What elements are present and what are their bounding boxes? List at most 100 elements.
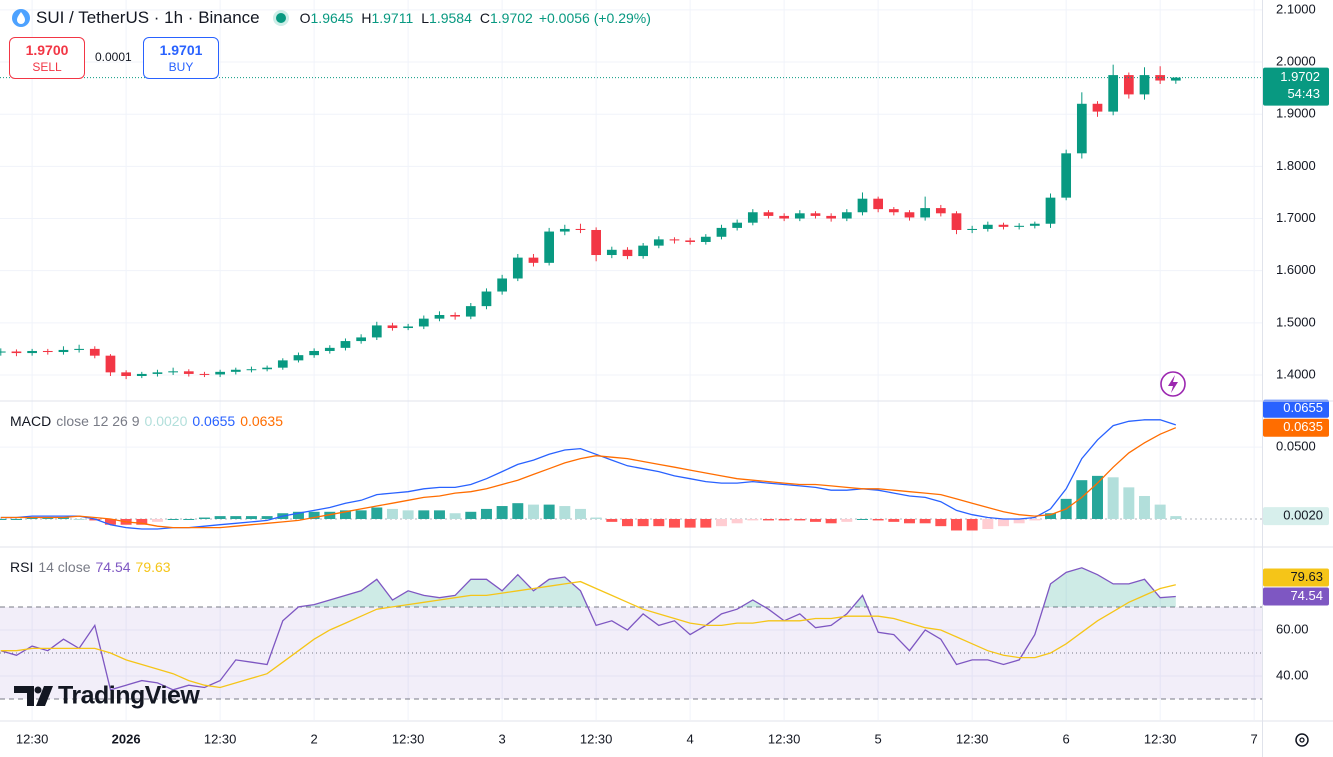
histogram-bar	[136, 518, 148, 525]
candle-body	[1076, 103, 1087, 154]
candle-body	[1029, 223, 1040, 226]
candle-body	[653, 239, 664, 246]
histogram-bar	[543, 504, 555, 519]
x-tick-label: 6	[1063, 731, 1070, 746]
alert-icon[interactable]	[1160, 371, 1186, 397]
histogram-bar	[230, 516, 242, 519]
candle-body	[481, 291, 492, 307]
market-status[interactable]	[275, 13, 286, 23]
candle-body	[1061, 153, 1072, 198]
candle-body	[841, 212, 852, 219]
candle-body	[951, 213, 962, 230]
ohlc-key: L	[421, 10, 430, 26]
candle-body	[199, 373, 210, 375]
y-tick-label: 40.00	[1276, 667, 1309, 682]
x-tick-label: 2	[311, 731, 318, 746]
x-tick-label: 12:30	[956, 731, 989, 746]
x-tick-label: 7	[1251, 731, 1258, 746]
histogram-bar	[292, 511, 304, 519]
histogram-bar	[574, 508, 586, 519]
candle-body	[1108, 75, 1119, 112]
candle-body	[575, 228, 586, 230]
candle-body	[168, 371, 178, 373]
countdown: 54:43	[1287, 86, 1320, 101]
candle-body	[1092, 103, 1103, 112]
last-price: 1.9702	[1280, 69, 1320, 84]
x-tick-label: 12:30	[1144, 731, 1177, 746]
histogram-bar	[104, 518, 116, 525]
candle-body	[700, 236, 711, 242]
candle-body	[293, 355, 304, 361]
candle-body	[89, 348, 100, 356]
histogram-bar	[700, 518, 712, 528]
y-tick-label: 1.6000	[1276, 262, 1316, 277]
candle-body	[716, 227, 727, 237]
rsi-tag: 79.63	[1290, 569, 1323, 584]
histogram-bar	[1045, 513, 1056, 519]
watermark: TradingView	[58, 682, 200, 710]
candle-body	[982, 224, 993, 229]
histogram-bar	[371, 507, 383, 519]
sell-button[interactable]: 1.9700 SELL	[9, 37, 85, 79]
histogram-bar	[794, 518, 806, 521]
candle-body	[528, 257, 539, 263]
histogram-bar	[982, 518, 994, 530]
histogram-bar	[606, 518, 618, 522]
candle-body	[371, 325, 382, 338]
histogram-bar	[715, 518, 727, 527]
buy-button[interactable]: 1.9701 BUY	[143, 37, 219, 79]
candle-body	[418, 318, 429, 327]
x-tick-label: 5	[875, 731, 882, 746]
rsi-overbought-fill	[0, 567, 1176, 607]
ohlc-key: H	[361, 10, 372, 26]
settings-icon[interactable]	[1295, 733, 1309, 747]
watermark-logo	[14, 686, 53, 706]
candle-body	[622, 249, 633, 257]
x-tick-label: 2026	[112, 731, 141, 746]
candle-body	[1155, 75, 1166, 81]
histogram-bar	[872, 518, 884, 521]
candle-body	[998, 224, 1009, 227]
y-tick-label: 1.5000	[1276, 314, 1316, 329]
histogram-bar	[825, 518, 837, 524]
candle-body	[920, 208, 931, 218]
spread: 0.0001	[95, 50, 132, 64]
rsi-tag-bg	[1263, 587, 1329, 606]
histogram-bar	[1029, 518, 1041, 521]
x-tick-label: 12:30	[204, 731, 237, 746]
histogram-bar	[42, 517, 54, 519]
histogram-bar	[261, 516, 273, 519]
candle-body	[591, 229, 601, 256]
legend-value: 0.0020	[144, 413, 188, 429]
candle-body	[309, 350, 319, 356]
candle-body	[121, 372, 131, 377]
x-tick-label: 12:30	[580, 731, 613, 746]
candle-body	[857, 198, 868, 213]
sell-price: 1.9700	[25, 42, 69, 58]
histogram-bar	[951, 518, 962, 531]
histogram-bar	[778, 518, 790, 521]
histogram-bar	[653, 518, 665, 527]
histogram-bar	[731, 518, 743, 524]
histogram-tag: 0.0020	[1283, 508, 1323, 523]
candle-body	[967, 228, 978, 230]
y-tick-label: 1.8000	[1276, 158, 1316, 173]
rsi-line	[0, 567, 1176, 691]
rsi-tag-bg	[1263, 568, 1329, 587]
histogram-bar	[1013, 518, 1025, 524]
candle-body	[747, 212, 758, 223]
legend-params: close 12 26 9	[56, 413, 140, 429]
histogram-bar	[167, 518, 179, 520]
candle-body	[387, 325, 398, 329]
legend-title: RSI	[10, 559, 34, 575]
histogram-bar	[527, 504, 539, 519]
histogram-bar	[1154, 504, 1166, 519]
histogram-bar	[1076, 480, 1088, 519]
histogram-bar	[841, 518, 853, 522]
candle-body	[58, 349, 69, 353]
candle-body	[512, 257, 523, 279]
histogram-bar	[480, 508, 492, 519]
ohlc-low: 1.9584	[429, 10, 472, 26]
histogram-bar	[935, 518, 947, 527]
legend-params: 14 close	[38, 559, 91, 575]
